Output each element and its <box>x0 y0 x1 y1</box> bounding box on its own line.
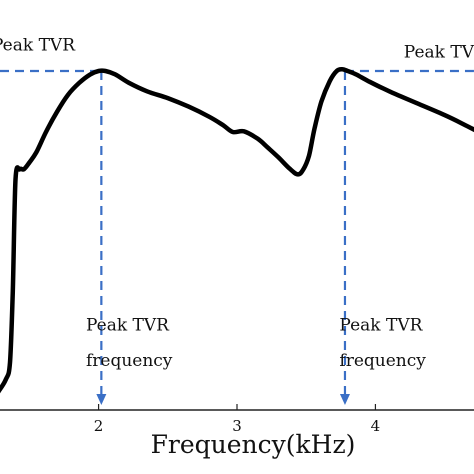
annotation-2: Peak TV <box>404 42 474 62</box>
x-tick-label-3: 3 <box>232 417 242 435</box>
peak-arrowhead-1 <box>96 394 107 405</box>
annotation-1: Peak TVR <box>0 36 76 56</box>
x-axis-label: Frequency(kHz) <box>151 430 356 459</box>
series-line-0 <box>0 67 474 394</box>
x-tick-label-2: 2 <box>94 417 104 435</box>
x-tick-label-4: 4 <box>371 417 381 435</box>
annotation-3: Peak TVR <box>86 315 170 335</box>
annotation-5: Peak TVR <box>339 315 423 335</box>
annotation-6: frequency <box>339 351 426 371</box>
annotation-4: frequency <box>86 351 173 371</box>
peak-arrowhead-2 <box>339 394 350 405</box>
